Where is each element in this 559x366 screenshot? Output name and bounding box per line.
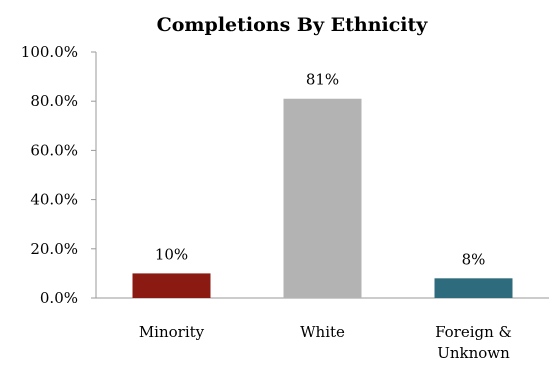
category-label: White (300, 323, 345, 341)
category-label: Minority (139, 323, 205, 341)
data-labels: 10% 81% 8% (155, 71, 486, 269)
y-tick-label: 60.0% (30, 141, 78, 159)
y-axis-ticks: 0.0% 20.0% 40.0% 60.0% 80.0% 100.0% (21, 43, 96, 307)
y-tick-label: 40.0% (30, 191, 78, 209)
y-tick-label: 20.0% (30, 240, 78, 258)
bars (132, 98, 513, 299)
chart-title: Completions By Ethnicity (157, 14, 429, 36)
y-tick-label: 0.0% (40, 289, 78, 307)
bar (283, 98, 362, 299)
category-label: Unknown (437, 344, 510, 362)
data-label: 81% (306, 71, 339, 89)
bar (132, 273, 211, 298)
data-label: 10% (155, 245, 188, 263)
data-label: 8% (462, 250, 486, 268)
category-label: Foreign & (435, 323, 512, 341)
y-tick-label: 100.0% (21, 43, 78, 61)
category-labels: Minority White Foreign & Unknown (139, 323, 512, 362)
y-tick-label: 80.0% (30, 92, 78, 110)
bar (434, 278, 513, 298)
